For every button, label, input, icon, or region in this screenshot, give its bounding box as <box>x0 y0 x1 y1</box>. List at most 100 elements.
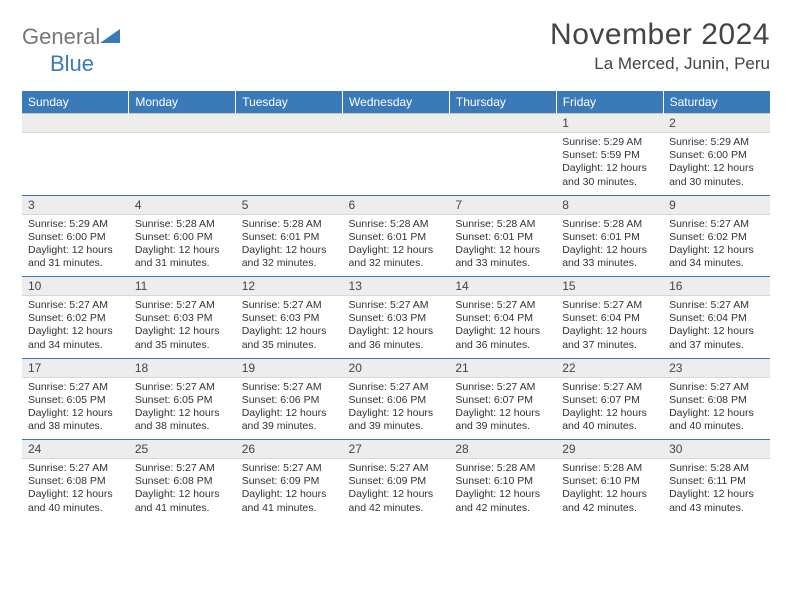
sunset-line: Sunset: 5:59 PM <box>562 149 657 162</box>
daylight-line: Daylight: 12 hours and 35 minutes. <box>135 325 230 351</box>
sunset-line: Sunset: 6:03 PM <box>135 312 230 325</box>
daylight-line: Daylight: 12 hours and 35 minutes. <box>242 325 337 351</box>
day-number: 12 <box>236 277 343 296</box>
sunset-line: Sunset: 6:02 PM <box>28 312 123 325</box>
daylight-line: Daylight: 12 hours and 32 minutes. <box>242 244 337 270</box>
sunset-line: Sunset: 6:01 PM <box>455 231 550 244</box>
header: General Blue November 2024 La Merced, Ju… <box>22 18 770 77</box>
day-number: 17 <box>22 358 129 377</box>
day-number: 1 <box>556 114 663 133</box>
daylight-line: Daylight: 12 hours and 40 minutes. <box>562 407 657 433</box>
day-cell <box>129 133 236 196</box>
sunrise-line: Sunrise: 5:27 AM <box>349 381 444 394</box>
day-cell: Sunrise: 5:27 AMSunset: 6:07 PMDaylight:… <box>449 377 556 440</box>
sunset-line: Sunset: 6:10 PM <box>455 475 550 488</box>
day-cell: Sunrise: 5:27 AMSunset: 6:03 PMDaylight:… <box>129 296 236 359</box>
weekday-header: Sunday <box>22 91 129 114</box>
day-cell: Sunrise: 5:28 AMSunset: 6:11 PMDaylight:… <box>663 459 770 521</box>
day-cell: Sunrise: 5:27 AMSunset: 6:09 PMDaylight:… <box>343 459 450 521</box>
sunset-line: Sunset: 6:09 PM <box>242 475 337 488</box>
sunset-line: Sunset: 6:01 PM <box>562 231 657 244</box>
daylight-line: Daylight: 12 hours and 33 minutes. <box>562 244 657 270</box>
day-cell: Sunrise: 5:27 AMSunset: 6:08 PMDaylight:… <box>663 377 770 440</box>
sunrise-line: Sunrise: 5:28 AM <box>669 462 764 475</box>
day-number: 9 <box>663 195 770 214</box>
day-number: 26 <box>236 440 343 459</box>
day-number: 21 <box>449 358 556 377</box>
brand-logo: General Blue <box>22 18 120 77</box>
day-number: 15 <box>556 277 663 296</box>
weekday-header: Saturday <box>663 91 770 114</box>
sunset-line: Sunset: 6:10 PM <box>562 475 657 488</box>
day-number: 7 <box>449 195 556 214</box>
sunset-line: Sunset: 6:03 PM <box>349 312 444 325</box>
day-cell: Sunrise: 5:28 AMSunset: 6:01 PMDaylight:… <box>236 214 343 277</box>
month-title: November 2024 <box>550 18 770 52</box>
daylight-line: Daylight: 12 hours and 37 minutes. <box>669 325 764 351</box>
day-number: 2 <box>663 114 770 133</box>
day-cell: Sunrise: 5:28 AMSunset: 6:00 PMDaylight:… <box>129 214 236 277</box>
daylight-line: Daylight: 12 hours and 40 minutes. <box>28 488 123 514</box>
day-cell <box>22 133 129 196</box>
sunrise-line: Sunrise: 5:27 AM <box>455 299 550 312</box>
weekday-header: Friday <box>556 91 663 114</box>
sunrise-line: Sunrise: 5:27 AM <box>242 381 337 394</box>
brand-part1: General <box>22 24 100 49</box>
day-cell: Sunrise: 5:28 AMSunset: 6:10 PMDaylight:… <box>449 459 556 521</box>
day-cell: Sunrise: 5:27 AMSunset: 6:06 PMDaylight:… <box>343 377 450 440</box>
date-body-row: Sunrise: 5:29 AMSunset: 6:00 PMDaylight:… <box>22 214 770 277</box>
sunrise-line: Sunrise: 5:27 AM <box>135 381 230 394</box>
day-cell: Sunrise: 5:28 AMSunset: 6:01 PMDaylight:… <box>343 214 450 277</box>
day-number <box>449 114 556 133</box>
daylight-line: Daylight: 12 hours and 38 minutes. <box>28 407 123 433</box>
sunrise-line: Sunrise: 5:27 AM <box>349 299 444 312</box>
day-number: 25 <box>129 440 236 459</box>
sunset-line: Sunset: 6:04 PM <box>562 312 657 325</box>
day-cell: Sunrise: 5:27 AMSunset: 6:02 PMDaylight:… <box>663 214 770 277</box>
day-cell: Sunrise: 5:27 AMSunset: 6:07 PMDaylight:… <box>556 377 663 440</box>
day-cell: Sunrise: 5:28 AMSunset: 6:01 PMDaylight:… <box>449 214 556 277</box>
sunset-line: Sunset: 6:07 PM <box>562 394 657 407</box>
sunset-line: Sunset: 6:06 PM <box>349 394 444 407</box>
sunrise-line: Sunrise: 5:27 AM <box>242 462 337 475</box>
sunrise-line: Sunrise: 5:28 AM <box>562 462 657 475</box>
sunrise-line: Sunrise: 5:27 AM <box>28 299 123 312</box>
sunrise-line: Sunrise: 5:27 AM <box>135 299 230 312</box>
sunset-line: Sunset: 6:03 PM <box>242 312 337 325</box>
day-number: 30 <box>663 440 770 459</box>
day-cell: Sunrise: 5:29 AMSunset: 6:00 PMDaylight:… <box>22 214 129 277</box>
sunset-line: Sunset: 6:00 PM <box>669 149 764 162</box>
weekday-header-row: Sunday Monday Tuesday Wednesday Thursday… <box>22 91 770 114</box>
day-number <box>343 114 450 133</box>
daylight-line: Daylight: 12 hours and 30 minutes. <box>562 162 657 188</box>
sunset-line: Sunset: 6:06 PM <box>242 394 337 407</box>
sunset-line: Sunset: 6:04 PM <box>669 312 764 325</box>
date-band-row: 3456789 <box>22 195 770 214</box>
daylight-line: Daylight: 12 hours and 42 minutes. <box>455 488 550 514</box>
sunset-line: Sunset: 6:00 PM <box>135 231 230 244</box>
daylight-line: Daylight: 12 hours and 42 minutes. <box>562 488 657 514</box>
sunset-line: Sunset: 6:08 PM <box>669 394 764 407</box>
daylight-line: Daylight: 12 hours and 36 minutes. <box>455 325 550 351</box>
sunset-line: Sunset: 6:04 PM <box>455 312 550 325</box>
sunrise-line: Sunrise: 5:27 AM <box>669 218 764 231</box>
day-number: 10 <box>22 277 129 296</box>
sunrise-line: Sunrise: 5:28 AM <box>455 462 550 475</box>
day-number: 4 <box>129 195 236 214</box>
day-cell: Sunrise: 5:27 AMSunset: 6:09 PMDaylight:… <box>236 459 343 521</box>
weekday-header: Thursday <box>449 91 556 114</box>
sunrise-line: Sunrise: 5:28 AM <box>242 218 337 231</box>
daylight-line: Daylight: 12 hours and 39 minutes. <box>242 407 337 433</box>
day-number: 20 <box>343 358 450 377</box>
daylight-line: Daylight: 12 hours and 31 minutes. <box>135 244 230 270</box>
daylight-line: Daylight: 12 hours and 39 minutes. <box>455 407 550 433</box>
daylight-line: Daylight: 12 hours and 32 minutes. <box>349 244 444 270</box>
day-number <box>236 114 343 133</box>
daylight-line: Daylight: 12 hours and 41 minutes. <box>242 488 337 514</box>
sunrise-line: Sunrise: 5:27 AM <box>28 381 123 394</box>
date-band-row: 10111213141516 <box>22 277 770 296</box>
day-number: 11 <box>129 277 236 296</box>
day-cell: Sunrise: 5:28 AMSunset: 6:01 PMDaylight:… <box>556 214 663 277</box>
day-cell <box>449 133 556 196</box>
sunrise-line: Sunrise: 5:29 AM <box>28 218 123 231</box>
